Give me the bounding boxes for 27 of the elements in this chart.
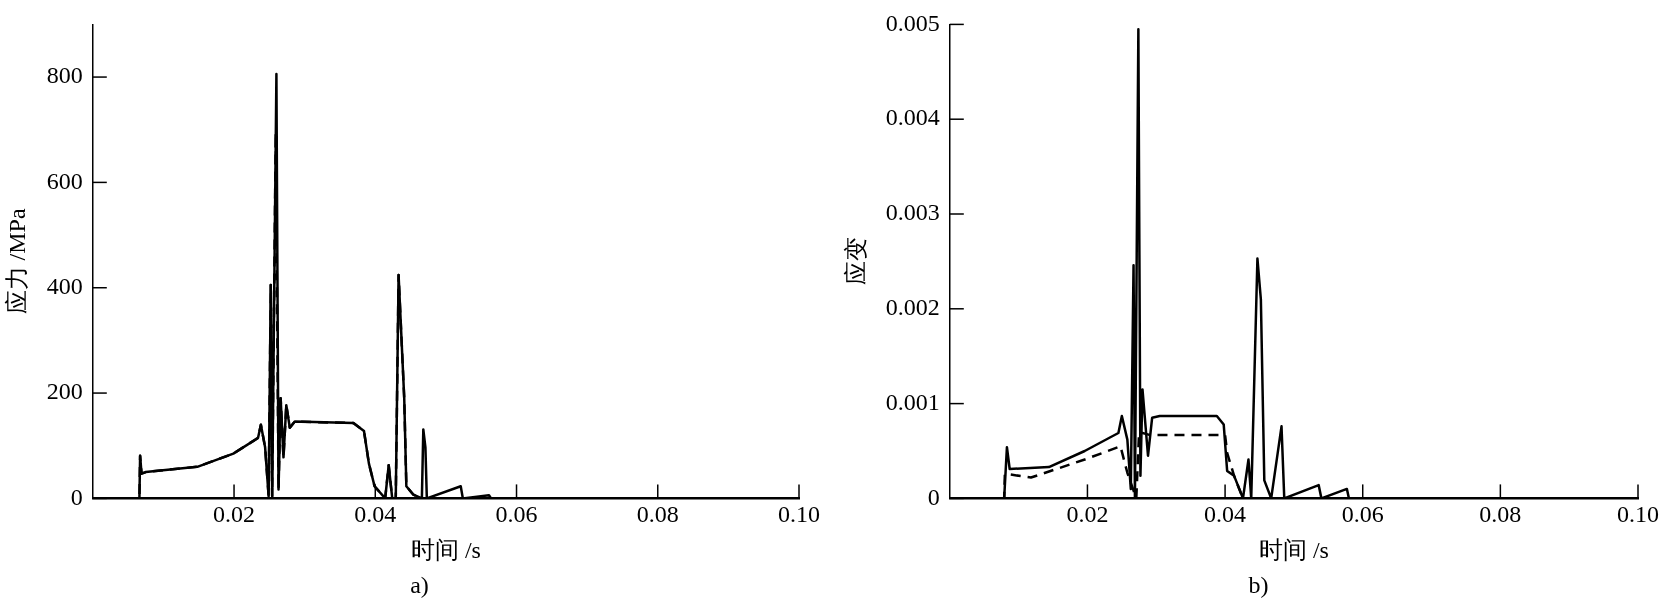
x-axis-title: 时间 /s [410, 536, 481, 563]
y-tick-label: 0.003 [885, 199, 940, 226]
y-tick-label: 0 [927, 483, 940, 510]
y-axis-title: 应力 /MPa [3, 208, 30, 315]
y-tick-label: 0.002 [885, 294, 940, 321]
x-tick-label: 0.06 [495, 501, 538, 528]
y-tick-label: 200 [46, 378, 83, 405]
y-tick-label: 400 [46, 273, 83, 300]
x-tick-label: 0.02 [1066, 501, 1109, 528]
text: a) [409, 572, 430, 599]
x-tick-label: 0.10 [1617, 501, 1659, 528]
text: b) [1247, 572, 1270, 599]
x-tick-label: 0.06 [1341, 501, 1384, 528]
y-tick-label: 800 [46, 62, 83, 89]
x-tick-label: 0.04 [354, 501, 397, 528]
x-tick-label: 0.02 [213, 501, 256, 528]
x-tick-label: 0.08 [1479, 501, 1522, 528]
y-tick-label: 0 [70, 483, 83, 510]
x-tick-label: 0.10 [778, 501, 820, 528]
y-tick-label: 0.005 [885, 9, 940, 36]
x-tick-label: 0.08 [636, 501, 679, 528]
y-tick-label: 0.004 [885, 104, 940, 131]
y-tick-label: 600 [46, 167, 83, 194]
x-axis-title: 时间 /s [1258, 536, 1329, 563]
y-tick-label: 0.001 [885, 388, 940, 415]
y-axis-title: 应变 [842, 237, 869, 286]
x-tick-label: 0.04 [1204, 501, 1247, 528]
